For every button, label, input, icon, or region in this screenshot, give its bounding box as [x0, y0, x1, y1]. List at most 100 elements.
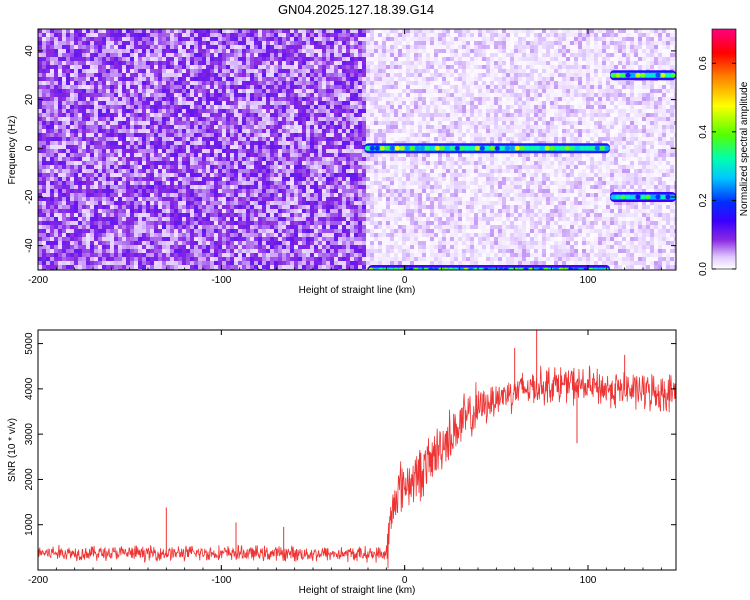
heatmap-cell — [46, 77, 50, 81]
heatmap-cell — [186, 109, 190, 113]
heatmap-cell — [158, 233, 162, 237]
heatmap-cell — [182, 257, 186, 261]
heatmap-cell — [50, 209, 54, 213]
heatmap-cell — [222, 153, 226, 157]
heatmap-cell — [146, 249, 150, 253]
heatmap-cell — [338, 97, 342, 101]
heatmap-cell — [338, 225, 342, 229]
heatmap-cell — [362, 73, 366, 77]
heatmap-cell — [198, 153, 202, 157]
heatmap-cell — [150, 161, 154, 165]
heatmap-cell — [210, 77, 214, 81]
heatmap-cell — [94, 181, 98, 185]
heatmap-cell — [314, 181, 318, 185]
heatmap-cell — [226, 93, 230, 97]
heatmap-cell — [86, 97, 90, 101]
heatmap-cell — [182, 205, 186, 209]
heatmap-cell — [282, 57, 286, 61]
heatmap-cell — [234, 41, 238, 45]
heatmap-cell — [326, 65, 330, 69]
heatmap-cell — [342, 233, 346, 237]
heatmap-cell — [134, 137, 138, 141]
heatmap-cell — [94, 253, 98, 257]
heatmap-cell — [90, 85, 94, 89]
heatmap-cell — [286, 113, 290, 117]
heatmap-cell — [334, 241, 338, 245]
heatmap-cell — [226, 45, 230, 49]
heatmap-cell — [242, 133, 246, 137]
heatmap-cell — [222, 61, 226, 65]
heatmap-cell — [218, 33, 222, 37]
heatmap-cell — [214, 169, 218, 173]
heatmap-cell — [178, 101, 182, 105]
heatmap-cell — [250, 73, 254, 77]
heatmap-cell — [242, 129, 246, 133]
heatmap-cell — [266, 85, 270, 89]
heatmap-cell — [154, 237, 158, 241]
heatmap-cell — [358, 57, 362, 61]
heatmap-cell — [142, 125, 146, 129]
heatmap-cell — [222, 173, 226, 177]
heatmap-cell — [70, 205, 74, 209]
heatmap-cell — [286, 205, 290, 209]
heatmap-cell — [154, 221, 158, 225]
heatmap-cell — [246, 173, 250, 177]
heatmap-cell — [162, 173, 166, 177]
heatmap-cell — [262, 61, 266, 65]
heatmap-cell — [234, 45, 238, 49]
heatmap-cell — [258, 137, 262, 141]
heatmap-cell — [230, 69, 234, 73]
heatmap-cell — [50, 45, 54, 49]
heatmap-cell — [306, 113, 310, 117]
heatmap-cell — [350, 149, 354, 153]
heatmap-cell — [134, 245, 138, 249]
heatmap-cell — [334, 233, 338, 237]
heatmap-cell — [338, 73, 342, 77]
heatmap-cell — [38, 97, 42, 101]
heatmap-cell — [90, 173, 94, 177]
heatmap-cell — [238, 201, 242, 205]
heatmap-cell — [198, 237, 202, 241]
heatmap-cell — [230, 137, 234, 141]
heatmap-cell — [130, 49, 134, 53]
heatmap-cell — [186, 245, 190, 249]
heatmap-cell — [146, 45, 150, 49]
heatmap-cell — [86, 105, 90, 109]
heatmap-cell — [42, 257, 46, 261]
heatmap-cell — [58, 113, 62, 117]
heatmap-cell — [106, 229, 110, 233]
heatmap-cell — [258, 265, 262, 269]
heatmap-cell — [90, 181, 94, 185]
heatmap-cell — [230, 101, 234, 105]
heatmap-cell — [38, 201, 42, 205]
heatmap-cell — [186, 41, 190, 45]
heatmap-cell — [338, 41, 342, 45]
heatmap-cell — [254, 37, 258, 41]
heatmap-cell — [354, 157, 358, 161]
heatmap-cell — [214, 225, 218, 229]
heatmap-cell — [122, 237, 126, 241]
heatmap-cell — [362, 37, 366, 41]
heatmap-cell — [70, 225, 74, 229]
heatmap-cell — [94, 241, 98, 245]
heatmap-cell — [190, 209, 194, 213]
heatmap-cell — [46, 165, 50, 169]
heatmap-cell — [70, 233, 74, 237]
heatmap-cell — [290, 37, 294, 41]
heatmap-cell — [206, 65, 210, 69]
heatmap-cell — [158, 149, 162, 153]
heatmap-cell — [278, 209, 282, 213]
heatmap-cell — [306, 189, 310, 193]
heatmap-cell — [126, 245, 130, 249]
heatmap-cell — [110, 77, 114, 81]
heatmap-cell — [102, 145, 106, 149]
heatmap-cell — [146, 237, 150, 241]
heatmap-cell — [238, 249, 242, 253]
heatmap-cell — [178, 157, 182, 161]
heatmap-cell — [74, 45, 78, 49]
heatmap-cell — [302, 229, 306, 233]
heatmap-cell — [126, 265, 130, 269]
heatmap-cell — [82, 145, 86, 149]
heatmap-cell — [358, 77, 362, 81]
heatmap-cell — [134, 77, 138, 81]
